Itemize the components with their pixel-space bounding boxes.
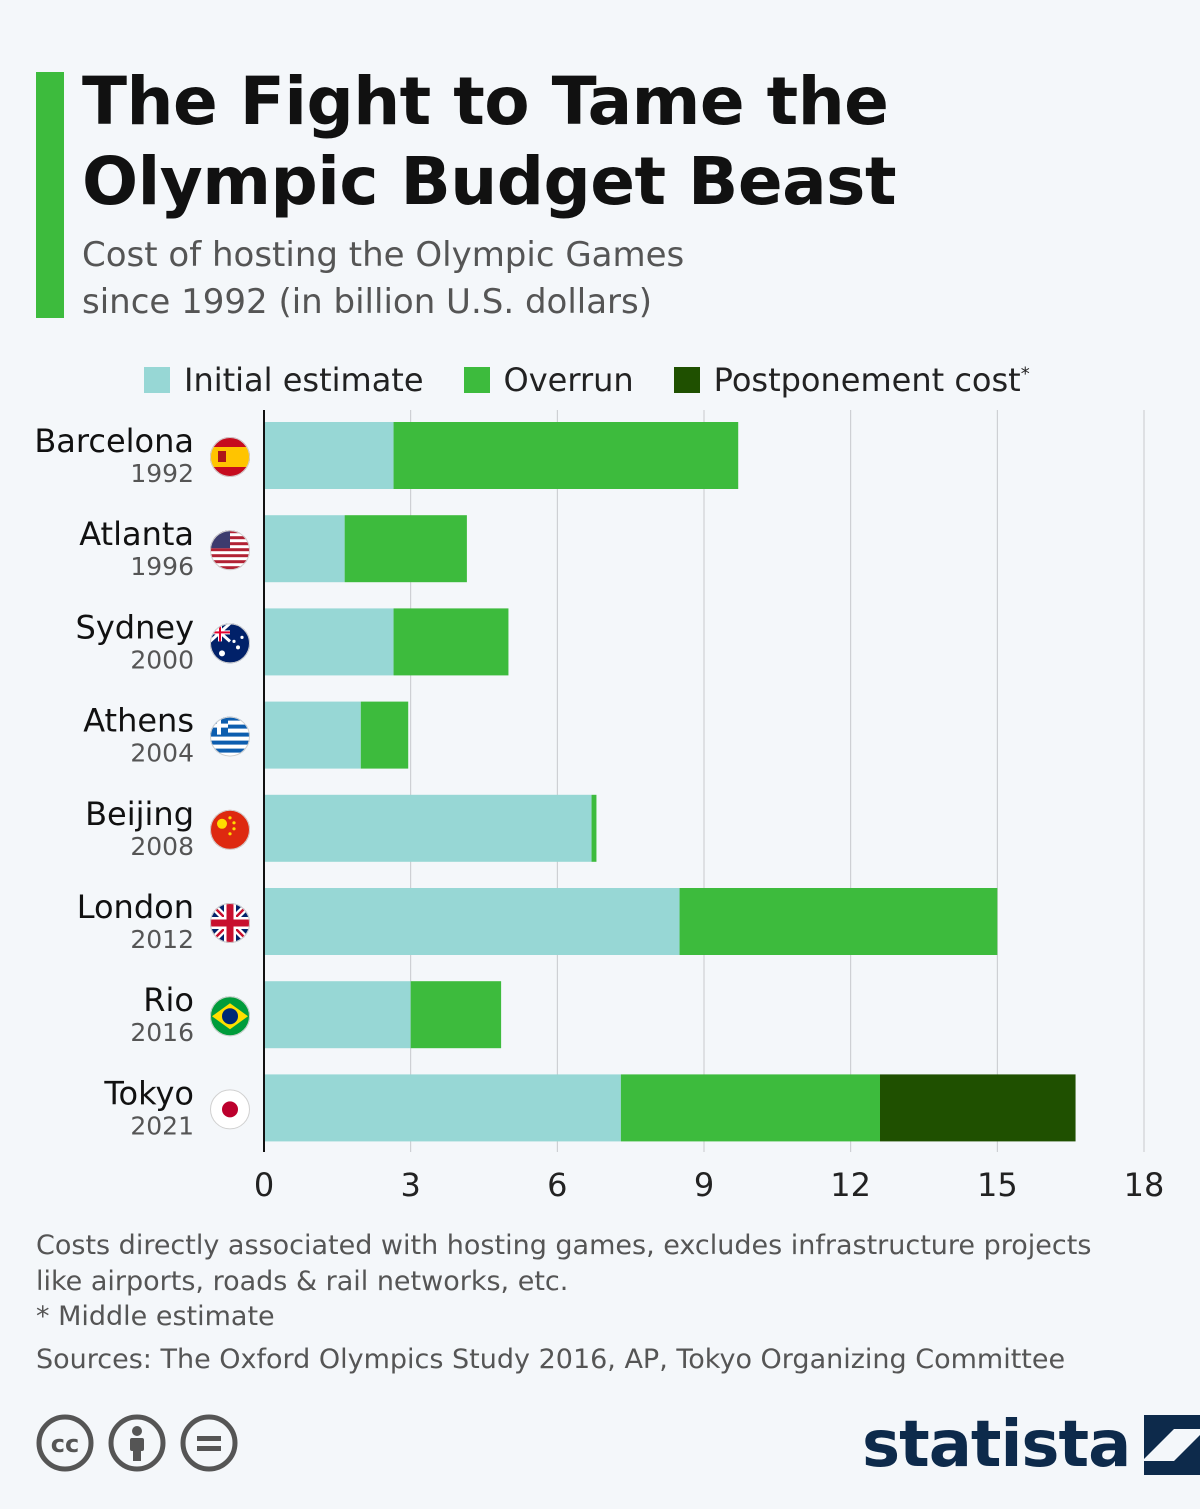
category-year-1996: 1996 bbox=[130, 552, 194, 581]
legend-item-overrun: Overrun bbox=[463, 361, 634, 399]
bar-overrun-beijing bbox=[591, 794, 597, 862]
category-label-barcelona: Barcelona bbox=[34, 422, 194, 460]
bar-overrun-athens bbox=[360, 701, 409, 769]
category-year-2008: 2008 bbox=[130, 832, 194, 861]
x-tick-label-12: 12 bbox=[830, 1166, 871, 1204]
category-year-2021: 2021 bbox=[130, 1111, 194, 1140]
category-label-athens: Athens bbox=[83, 702, 194, 740]
x-tick-label-0: 0 bbox=[254, 1166, 274, 1204]
bar-initial-tokyo bbox=[264, 1074, 621, 1142]
legend-swatch-initial bbox=[144, 367, 170, 393]
legend-swatch-postponement bbox=[673, 367, 700, 393]
category-year-1992: 1992 bbox=[130, 459, 194, 488]
category-label-london: London bbox=[77, 888, 194, 926]
subtitle-line-1: Cost of hosting the Olympic Games bbox=[82, 235, 685, 275]
japan-flag-icon bbox=[210, 1089, 250, 1130]
bar-overrun-london bbox=[679, 888, 998, 955]
chart-legend: Initial estimate Overrun Postponement co… bbox=[144, 358, 1070, 402]
legend-label-initial: Initial estimate bbox=[184, 361, 424, 399]
bar-initial-london bbox=[264, 888, 680, 955]
uk-flag-icon bbox=[210, 903, 250, 943]
bar-initial-athens bbox=[264, 701, 361, 769]
title-line-2: Olympic Budget Beast bbox=[82, 143, 897, 220]
statista-logo-text: statista bbox=[862, 1408, 1131, 1482]
statista-mark-icon bbox=[1144, 1415, 1200, 1475]
china-flag-icon bbox=[210, 809, 250, 850]
legend-swatch-overrun bbox=[463, 367, 490, 393]
category-year-2000: 2000 bbox=[130, 645, 194, 674]
usa-flag-icon bbox=[210, 530, 250, 571]
footnote-line-1: Costs directly associated with hosting g… bbox=[36, 1230, 1092, 1261]
bar-initial-rio bbox=[264, 981, 411, 1049]
title-line-1: The Fight to Tame the bbox=[82, 63, 889, 140]
footnote-middle-estimate: * Middle estimate bbox=[36, 1301, 275, 1332]
x-tick-label-9: 9 bbox=[694, 1166, 714, 1204]
bar-overrun-rio bbox=[410, 981, 502, 1049]
footnote-line-2: like airports, roads & rail networks, et… bbox=[36, 1266, 569, 1297]
brazil-flag-icon bbox=[210, 996, 250, 1037]
attribution-icon[interactable] bbox=[108, 1414, 166, 1472]
svg-text:cc: cc bbox=[51, 1430, 79, 1458]
legend-label-overrun: Overrun bbox=[503, 361, 634, 399]
x-tick-label-6: 6 bbox=[547, 1166, 567, 1204]
category-year-2016: 2016 bbox=[130, 1018, 194, 1047]
spain-flag-icon bbox=[210, 437, 250, 477]
category-year-2004: 2004 bbox=[130, 739, 194, 768]
bar-overrun-atlanta bbox=[344, 515, 467, 583]
category-label-rio: Rio bbox=[143, 981, 194, 1019]
x-tick-label-15: 15 bbox=[977, 1166, 1018, 1204]
title-accent-bar bbox=[36, 72, 64, 318]
cc-icon[interactable]: cc bbox=[36, 1414, 94, 1472]
bar-overrun-barcelona bbox=[393, 422, 739, 489]
bar-overrun-tokyo bbox=[620, 1074, 880, 1142]
greece-flag-icon bbox=[210, 716, 250, 757]
bar-overrun-sydney bbox=[393, 608, 509, 676]
category-label-tokyo: Tokyo bbox=[103, 1074, 194, 1112]
subtitle-line-2: since 1992 (in billion U.S. dollars) bbox=[82, 282, 653, 322]
legend-postponement-asterisk: * bbox=[1020, 363, 1030, 385]
legend-item-initial: Initial estimate bbox=[144, 361, 424, 399]
bar-initial-beijing bbox=[264, 794, 592, 862]
category-year-2012: 2012 bbox=[130, 925, 194, 954]
bar-initial-barcelona bbox=[264, 422, 394, 489]
footnote-sources: Sources: The Oxford Olympics Study 2016,… bbox=[36, 1344, 1066, 1375]
no-derivatives-icon[interactable] bbox=[180, 1414, 238, 1472]
category-label-atlanta: Atlanta bbox=[79, 515, 194, 553]
x-tick-label-18: 18 bbox=[1124, 1166, 1165, 1204]
chart-subtitle: Cost of hosting the Olympic Games since … bbox=[82, 232, 684, 326]
category-label-sydney: Sydney bbox=[76, 608, 194, 646]
legend-label-postponement: Postponement cost* bbox=[714, 361, 1030, 399]
x-tick-label-3: 3 bbox=[400, 1166, 420, 1204]
statista-logo[interactable]: statista bbox=[862, 1410, 1200, 1480]
footnote-scope: Costs directly associated with hosting g… bbox=[36, 1228, 1091, 1300]
bar-postponement-tokyo bbox=[880, 1074, 1076, 1142]
license-icons: cc bbox=[36, 1414, 252, 1472]
bar-initial-atlanta bbox=[264, 515, 345, 583]
bar-initial-sydney bbox=[264, 608, 394, 676]
legend-postponement-text: Postponement cost bbox=[713, 361, 1021, 399]
category-label-beijing: Beijing bbox=[85, 795, 194, 833]
chart-title: The Fight to Tame the Olympic Budget Bea… bbox=[82, 62, 897, 222]
legend-item-postponement: Postponement cost* bbox=[673, 361, 1030, 399]
australia-flag-icon bbox=[210, 623, 250, 664]
